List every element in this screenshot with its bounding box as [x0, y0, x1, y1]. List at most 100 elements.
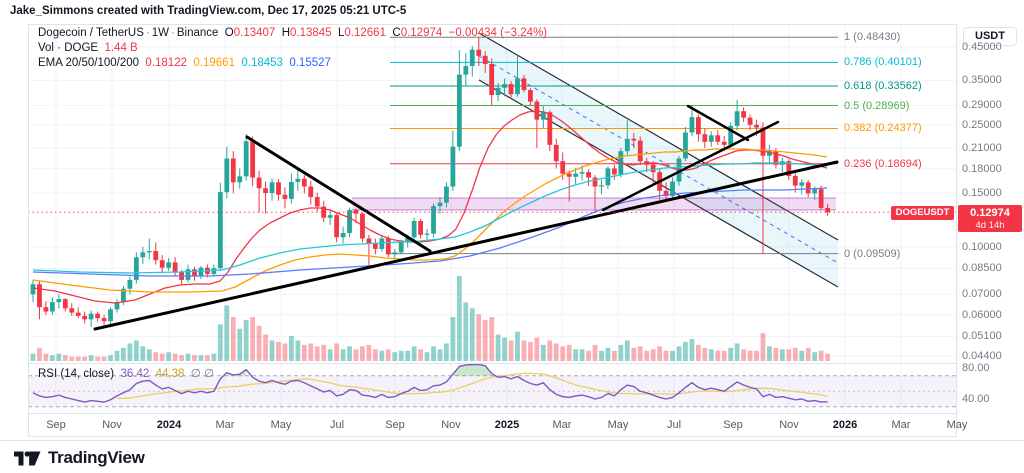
fib-level-label: 0.382 (0.24377): [844, 122, 922, 135]
volume-bar: [825, 353, 830, 361]
volume-bar: [30, 353, 36, 361]
price-tick-label: 0.29000: [962, 99, 1002, 112]
volume-bar: [334, 343, 340, 361]
volume-bar: [179, 355, 184, 361]
candle: [734, 99, 740, 131]
price-tick-label: 0.18000: [962, 162, 1002, 175]
rsi-overbought-fill: [226, 369, 247, 376]
candle: [372, 238, 378, 255]
symbol-legend[interactable]: Dogecoin / TetherUS · 1W · Binance O0.13407 …: [38, 27, 548, 39]
time-axis-label: Sep: [385, 419, 405, 431]
volume-bar: [140, 346, 146, 361]
rsi-legend[interactable]: RSI (14, close) 36.42 44.38 ∅ ∅: [38, 366, 214, 380]
ema50-value: 0.19661: [193, 57, 235, 69]
volume-bar: [205, 355, 210, 361]
ema100-line: [32, 162, 828, 274]
volume-bar: [463, 302, 469, 361]
candle: [418, 218, 423, 239]
candle: [450, 130, 456, 191]
candle: [153, 242, 159, 265]
fib-level-label: 0.786 (0.40101): [844, 56, 922, 69]
volume-bar: [670, 350, 675, 361]
volume-bar: [534, 337, 540, 361]
candle: [695, 114, 701, 142]
volume-bar: [521, 340, 527, 361]
candle: [456, 50, 462, 152]
candle: [88, 310, 94, 327]
volume-bar: [230, 317, 236, 361]
candle: [334, 213, 340, 243]
fib-level-label: 0.236 (0.18694): [844, 157, 922, 170]
volume-bar: [573, 349, 579, 361]
candle: [566, 170, 572, 202]
volume-bar: [566, 344, 572, 361]
candle: [379, 236, 385, 252]
time-axis-label: Mar: [215, 419, 235, 431]
volume-bar: [392, 352, 398, 361]
candle: [741, 107, 746, 123]
volume-bar: [683, 341, 688, 361]
candle: [133, 252, 139, 284]
time-axis-label: Mar: [552, 419, 572, 431]
candle: [108, 307, 113, 324]
rsi-tick-label: 40.00: [962, 393, 990, 405]
volume-bar: [721, 350, 727, 361]
volume-bar: [657, 346, 663, 361]
candle: [540, 106, 546, 129]
candle: [276, 179, 281, 201]
candle: [424, 228, 430, 240]
candle: [612, 164, 617, 180]
ema-legend[interactable]: EMA 20/50/100/200 0.18122 0.19661 0.1845…: [38, 57, 331, 69]
volume-bar: [243, 319, 249, 361]
volume-bar: [385, 349, 391, 361]
candle: [256, 170, 262, 213]
candle: [495, 82, 501, 102]
candle: [198, 266, 204, 280]
volume-bar: [540, 344, 546, 361]
candle: [75, 307, 81, 319]
volume-bar: [263, 334, 268, 361]
fib-level-label: 0 (0.09509): [844, 247, 901, 260]
volume-bar: [114, 350, 120, 361]
volume-bar: [250, 317, 256, 361]
volume-legend[interactable]: Vol · DOGE 1.44 B: [38, 42, 138, 54]
candle: [786, 159, 792, 180]
rsi-band: [28, 375, 957, 407]
volume-bar: [431, 346, 436, 361]
pennant-lower: [601, 120, 780, 212]
rsi-line: [32, 363, 828, 403]
volume-bar: [308, 343, 314, 361]
volume-bar: [605, 347, 611, 361]
time-axis-label: Sep: [723, 419, 743, 431]
volume-bar: [754, 350, 759, 361]
time-axis-label: 2025: [494, 419, 520, 431]
volume-bar: [366, 344, 372, 361]
candle: [321, 200, 327, 223]
price-tick-label: 0.10000: [962, 240, 1002, 253]
price-tick-label: 0.15000: [962, 187, 1002, 199]
ohlc-low-label: L: [338, 27, 345, 39]
ema20-line: [32, 110, 828, 304]
volume-bar: [256, 325, 262, 361]
candle: [715, 130, 721, 145]
ema-label: EMA 20/50/100/200: [38, 57, 140, 69]
last-price-value: 0.12974: [970, 207, 1010, 219]
volume-bar: [101, 356, 107, 361]
time-axis-label: Nov: [779, 419, 799, 431]
candle: [760, 122, 766, 254]
volume-bar: [450, 317, 456, 361]
volume-bar: [398, 350, 404, 361]
time-axis-label: Jul: [666, 419, 682, 431]
volume-label: Vol · DOGE: [38, 42, 99, 54]
price-tick-label: 0.07000: [962, 288, 1002, 301]
tradingview-logo[interactable]: TradingView: [14, 448, 145, 468]
candle: [95, 311, 100, 322]
candle: [779, 157, 785, 173]
rsi-label: RSI (14, close): [38, 368, 115, 380]
price-tick-label: 0.05100: [962, 330, 1002, 343]
change-value: −0.00434 (−3.24%): [448, 27, 548, 39]
candle: [708, 131, 714, 147]
currency-toggle[interactable]: USDT: [963, 27, 1017, 46]
candle: [289, 173, 294, 204]
